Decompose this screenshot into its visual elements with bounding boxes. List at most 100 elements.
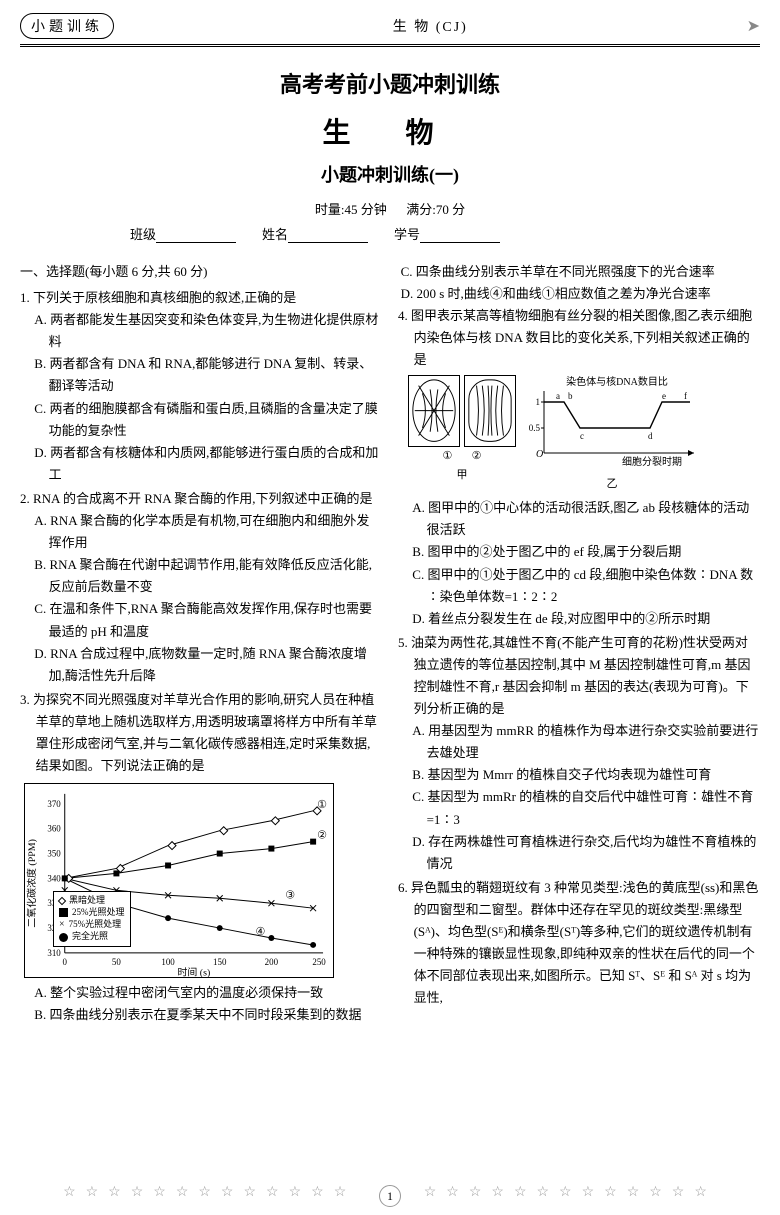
meta-time-score: 时量:45 分钟 满分:70 分 — [20, 199, 760, 218]
q1-D: D. 两者都含有核糖体和内质网,都能够进行蛋白质的合成和加工 — [20, 442, 382, 486]
q3-stem: 3. 为探究不同光照强度对羊草光合作用的影响,研究人员在种植羊草的草地上随机选取… — [20, 689, 382, 777]
q4-stem: 4. 图甲表示某高等植物细胞有丝分裂的相关图像,图乙表示细胞内染色体与核 DNA… — [398, 305, 760, 371]
page-number: 1 — [379, 1185, 401, 1207]
svg-text:250: 250 — [312, 957, 326, 967]
cap1: ① — [443, 450, 453, 462]
q4-B: B. 图甲中的②处于图乙中的 ef 段,属于分裂后期 — [398, 541, 760, 563]
brand-box: 小题训练 — [20, 13, 114, 39]
cell-1 — [408, 375, 460, 447]
svg-text:200: 200 — [265, 957, 279, 967]
svg-text:①: ① — [317, 799, 327, 811]
q6: 6. 异色瓢虫的鞘翅斑纹有 3 种常见类型:浅色的黄底型(ss)和黑色的四窗型和… — [398, 877, 760, 1010]
svg-text:染色体与核DNA数目比: 染色体与核DNA数目比 — [566, 375, 668, 388]
svg-text:370: 370 — [47, 799, 61, 809]
svg-text:细胞分裂时期: 细胞分裂时期 — [622, 455, 682, 467]
page-header: 小题训练 生 物 (CJ) ➤ — [20, 12, 760, 40]
svg-text:50: 50 — [112, 957, 121, 967]
chart-svg: 310320 330340 350360 370 050 100150 2002… — [25, 784, 333, 978]
title-block: 高考考前小题冲刺训练 生 物 小题冲刺训练(一) 时量:45 分钟 满分:70 … — [20, 67, 760, 243]
svg-text:100: 100 — [161, 957, 175, 967]
svg-text:0: 0 — [63, 957, 68, 967]
q1: 1. 下列关于原核细胞和真核细胞的叙述,正确的是 A. 两者都能发生基因突变和染… — [20, 287, 382, 486]
q4: 4. 图甲表示某高等植物细胞有丝分裂的相关图像,图乙表示细胞内染色体与核 DNA… — [398, 305, 760, 630]
title-sub: 小题冲刺训练(一) — [20, 161, 760, 187]
svg-text:a: a — [556, 391, 560, 401]
svg-text:④: ④ — [255, 926, 265, 938]
fig-jia: ① ② 甲 — [408, 375, 516, 484]
q1-A: A. 两者都能发生基因突变和染色体变异,为生物进化提供原材料 — [20, 309, 382, 353]
cell-2 — [464, 375, 516, 447]
q2-A: A. RNA 聚合酶的化学本质是有机物,可在细胞内和细胞外发挥作用 — [20, 510, 382, 554]
q3-B: B. 四条曲线分别表示在夏季某天中不同时段采集到的数据 — [20, 1004, 382, 1026]
q2-stem: 2. RNA 的合成离不开 RNA 聚合酶的作用,下列叙述中正确的是 — [20, 488, 382, 510]
svg-text:310: 310 — [47, 948, 61, 958]
q5-C: C. 基因型为 mmRr 的植株的自交后代中雄性可育∶雄性不育=1∶3 — [398, 786, 760, 830]
svg-text:350: 350 — [47, 849, 61, 859]
ratio-chart: 染色体与核DNA数目比 1 0.5 O ab c d — [522, 375, 702, 467]
svg-text:d: d — [648, 431, 653, 441]
q4-A: A. 图甲中的①中心体的活动很活跃,图乙 ab 段核糖体的活动很活跃 — [398, 497, 760, 541]
q2: 2. RNA 的合成离不开 RNA 聚合酶的作用,下列叙述中正确的是 A. RN… — [20, 488, 382, 687]
svg-text:f: f — [684, 391, 687, 401]
svg-text:0.5: 0.5 — [529, 423, 541, 433]
x-label: 时间 (s) — [177, 966, 210, 978]
cap2: ② — [472, 450, 482, 462]
q1-B: B. 两者都含有 DNA 和 RNA,都能够进行 DNA 复制、转录、翻译等活动 — [20, 353, 382, 397]
page-arrow-icon: ➤ — [747, 16, 760, 36]
time-label: 时量:45 分钟 — [315, 202, 387, 217]
meta-fields: 班级 姓名 学号 — [20, 224, 760, 243]
class-blank — [156, 229, 236, 243]
id-blank — [420, 229, 500, 243]
legend-3: 完全光照 — [72, 931, 108, 943]
q4-figures: ① ② 甲 染色体与核DNA数目比 1 0.5 O — [408, 375, 760, 493]
q1-C: C. 两者的细胞膜都含有磷脂和蛋白质,且磷脂的含量决定了膜功能的复杂性 — [20, 398, 382, 442]
svg-text:150: 150 — [213, 957, 227, 967]
q3-C: C. 四条曲线分别表示羊草在不同光照强度下的光合速率 — [398, 261, 760, 283]
q5-D: D. 存在两株雄性可育植株进行杂交,后代均为雄性不育植株的情况 — [398, 831, 760, 875]
q2-D: D. RNA 合成过程中,底物数量一定时,随 RNA 聚合酶浓度增加,酶活性先升… — [20, 643, 382, 687]
q2-B: B. RNA 聚合酶在代谢中起调节作用,能有效降低反应活化能,反应前后数量不变 — [20, 554, 382, 598]
q5: 5. 油菜为两性花,其雄性不育(不能产生可育的花粉)性状受两对独立遗传的等位基因… — [398, 632, 760, 875]
cap-jia: 甲 — [408, 466, 516, 485]
q1-stem: 1. 下列关于原核细胞和真核细胞的叙述,正确的是 — [20, 287, 382, 309]
svg-text:O: O — [536, 449, 543, 460]
title-subject: 生 物 — [20, 111, 760, 151]
right-column: C. 四条曲线分别表示羊草在不同光照强度下的光合速率 D. 200 s 时,曲线… — [398, 261, 760, 1028]
left-column: 一、选择题(每小题 6 分,共 60 分) 1. 下列关于原核细胞和真核细胞的叙… — [20, 261, 382, 1028]
svg-text:1: 1 — [536, 397, 541, 407]
header-rule — [20, 44, 760, 47]
section-title: 一、选择题(每小题 6 分,共 60 分) — [20, 261, 382, 283]
q3: 3. 为探究不同光照强度对羊草光合作用的影响,研究人员在种植羊草的草地上随机选取… — [20, 689, 382, 1027]
q5-B: B. 基因型为 Mmrr 的植株自交子代均表现为雄性可育 — [398, 764, 760, 786]
svg-text:b: b — [568, 391, 573, 401]
class-label: 班级 — [130, 227, 156, 242]
content-columns: 一、选择题(每小题 6 分,共 60 分) 1. 下列关于原核细胞和真核细胞的叙… — [20, 261, 760, 1028]
legend-2: 75%光照处理 — [69, 919, 122, 931]
fig-yi: 染色体与核DNA数目比 1 0.5 O ab c d — [522, 375, 702, 493]
q4-C: C. 图甲中的①处于图乙中的 cd 段,细胞中染色体数∶DNA 数∶染色单体数=… — [398, 564, 760, 608]
chart-legend: 黑暗处理 25%光照处理 ×75%光照处理 完全光照 — [53, 891, 131, 947]
q3-A: A. 整个实验过程中密闭气室内的温度必须保持一致 — [20, 982, 382, 1004]
svg-text:③: ③ — [285, 889, 295, 901]
q3-D: D. 200 s 时,曲线④和曲线①相应数值之差为净光合速率 — [398, 283, 760, 305]
q3-chart: 310320 330340 350360 370 050 100150 2002… — [24, 783, 334, 978]
score-label: 满分:70 分 — [406, 202, 465, 217]
q6-stem: 6. 异色瓢虫的鞘翅斑纹有 3 种常见类型:浅色的黄底型(ss)和黑色的四窗型和… — [398, 877, 760, 1010]
name-label: 姓名 — [262, 227, 288, 242]
header-subject: 生 物 (CJ) — [114, 16, 747, 36]
q4-D: D. 着丝点分裂发生在 de 段,对应图甲中的②所示时期 — [398, 608, 760, 630]
cap-yi: 乙 — [522, 475, 702, 494]
q2-C: C. 在温和条件下,RNA 聚合酶能高效发挥作用,保存时也需要最适的 pH 和温… — [20, 598, 382, 642]
svg-text:②: ② — [317, 830, 327, 842]
name-blank — [288, 229, 368, 243]
y-label: 二氧化碳浓度 (PPM) — [25, 839, 38, 927]
title-main: 高考考前小题冲刺训练 — [20, 67, 760, 99]
q5-stem: 5. 油菜为两性花,其雄性不育(不能产生可育的花粉)性状受两对独立遗传的等位基因… — [398, 632, 760, 720]
svg-text:e: e — [662, 391, 666, 401]
svg-text:340: 340 — [47, 874, 61, 884]
id-label: 学号 — [394, 227, 420, 242]
q5-A: A. 用基因型为 mmRR 的植株作为母本进行杂交实验前要进行去雄处理 — [398, 720, 760, 764]
legend-1: 25%光照处理 — [72, 907, 125, 919]
legend-0: 黑暗处理 — [69, 895, 105, 907]
svg-text:c: c — [580, 431, 584, 441]
